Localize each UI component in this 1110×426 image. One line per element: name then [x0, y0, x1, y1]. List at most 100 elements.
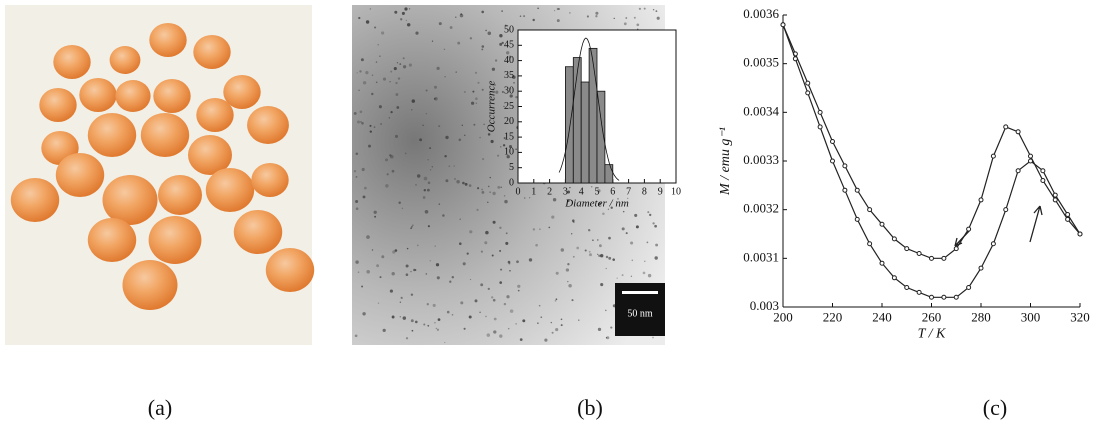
- particle: [365, 20, 370, 24]
- particle: [366, 235, 370, 239]
- particle: [537, 7, 539, 10]
- particle: [600, 254, 604, 258]
- y-tick-label: 40: [504, 55, 514, 66]
- particle: [391, 272, 395, 276]
- particle: [625, 17, 628, 19]
- particle: [415, 31, 419, 35]
- y-axis-label: M / emu g⁻¹: [718, 127, 733, 196]
- point: [891, 275, 897, 281]
- particle: [560, 248, 564, 252]
- particle: [455, 71, 457, 73]
- particle: [484, 241, 488, 245]
- point: [1003, 124, 1009, 130]
- particle: [499, 249, 502, 252]
- particle: [503, 137, 506, 140]
- particle: [492, 191, 496, 196]
- particle: [386, 173, 389, 176]
- point: [1028, 153, 1033, 159]
- particle: [501, 41, 504, 45]
- bar: [596, 90, 606, 184]
- particle: [423, 323, 426, 326]
- particle: [652, 336, 654, 339]
- particle: [655, 10, 658, 13]
- particle: [489, 191, 491, 193]
- point: [1003, 207, 1009, 213]
- particle: [483, 123, 485, 126]
- particle: [457, 41, 461, 45]
- bead: [265, 248, 315, 292]
- particle: [479, 311, 481, 314]
- particle: [647, 273, 652, 278]
- x-tick-label: 300: [1021, 310, 1041, 325]
- particle: [424, 210, 429, 214]
- x-axis-label: Diameter / nm: [564, 198, 629, 210]
- particle: [506, 51, 510, 55]
- particle: [361, 167, 365, 172]
- particle: [612, 258, 615, 261]
- particle: [504, 24, 507, 27]
- particle: [476, 208, 479, 211]
- particle: [427, 159, 429, 161]
- y-tick-label: 0.0034: [743, 103, 779, 118]
- panel-label: (b): [577, 395, 603, 420]
- point: [792, 56, 798, 62]
- x-tick-label: 260: [922, 310, 942, 325]
- particle: [356, 72, 358, 74]
- particle: [576, 246, 580, 250]
- particle: [394, 10, 398, 14]
- particle: [499, 42, 503, 46]
- bar: [580, 81, 590, 184]
- particle: [361, 122, 364, 125]
- particle: [636, 23, 640, 27]
- particle: [635, 225, 639, 229]
- particle: [597, 189, 601, 193]
- point: [817, 109, 823, 115]
- particle: [357, 120, 360, 124]
- particle: [360, 58, 364, 62]
- particle: [454, 178, 456, 180]
- point: [830, 139, 835, 145]
- particle: [499, 34, 503, 38]
- particle: [637, 28, 639, 30]
- particle: [353, 170, 357, 173]
- particle: [460, 301, 464, 305]
- particle: [515, 96, 518, 99]
- y-tick-label: 30: [504, 85, 514, 96]
- particle: [605, 337, 608, 339]
- particle: [398, 201, 401, 204]
- particle: [426, 303, 429, 306]
- point: [1077, 231, 1083, 237]
- point: [879, 260, 885, 266]
- bead: [251, 163, 289, 197]
- x-tick-label: 200: [773, 310, 793, 325]
- particle: [411, 225, 413, 228]
- particle: [416, 244, 419, 247]
- particle: [643, 7, 646, 10]
- particle: [507, 260, 511, 264]
- point: [805, 80, 811, 86]
- particle: [485, 230, 489, 235]
- particle: [433, 97, 436, 100]
- particle: [537, 322, 539, 324]
- point: [1015, 168, 1021, 174]
- particle: [369, 124, 372, 127]
- bead: [10, 178, 60, 222]
- particle: [516, 260, 519, 264]
- particle: [584, 249, 587, 252]
- particle: [572, 219, 575, 222]
- particle: [608, 236, 611, 240]
- particle: [462, 262, 466, 266]
- particle: [480, 283, 484, 287]
- bead: [205, 168, 255, 212]
- particle: [578, 319, 580, 321]
- point: [916, 289, 922, 295]
- particle: [572, 255, 575, 258]
- particle: [621, 274, 624, 277]
- particle: [634, 213, 638, 217]
- particle: [499, 334, 503, 338]
- particle: [355, 199, 359, 204]
- particle: [379, 276, 382, 279]
- particle: [544, 338, 548, 342]
- bar: [588, 47, 598, 184]
- y-tick-label: 0: [509, 177, 514, 188]
